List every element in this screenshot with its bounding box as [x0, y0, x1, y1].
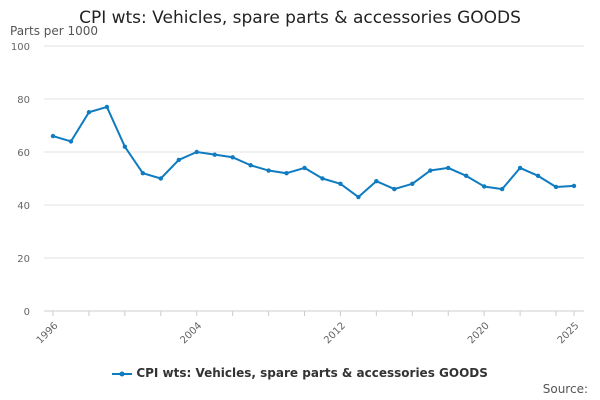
y-tick-label: 20 [17, 254, 30, 265]
legend[interactable]: CPI wts: Vehicles, spare parts & accesso… [0, 366, 600, 380]
data-point [428, 168, 433, 173]
source-label: Source: [542, 382, 588, 396]
legend-label: CPI wts: Vehicles, spare parts & accesso… [136, 366, 488, 380]
data-point [499, 186, 505, 192]
data-point [194, 149, 199, 155]
data-point [535, 173, 541, 179]
y-tick-label: 100 [11, 42, 30, 53]
data-point [553, 184, 559, 190]
data-point [104, 104, 110, 110]
data-point [338, 181, 343, 186]
data-point [140, 171, 146, 176]
data-point [122, 144, 128, 149]
data-point [571, 183, 577, 189]
y-axis-label: Parts per 1000 [10, 24, 99, 38]
x-tick-label: 2025 [556, 320, 582, 346]
y-tick-label: 0 [24, 307, 30, 318]
data-point [86, 110, 92, 115]
data-point [68, 139, 74, 144]
data-point [410, 181, 415, 186]
data-point [176, 157, 181, 163]
legend-marker-icon [112, 371, 133, 376]
y-tick-label: 80 [17, 95, 30, 106]
x-tick-label: 2012 [322, 320, 348, 346]
series-line [52, 105, 575, 199]
data-point [481, 184, 487, 189]
x-tick-label: 2004 [178, 320, 204, 346]
data-point [266, 168, 271, 173]
data-point [248, 163, 253, 168]
data-point [302, 165, 307, 171]
data-point [392, 186, 397, 192]
data-point [464, 173, 469, 179]
chart-title: CPI wts: Vehicles, spare parts & accesso… [79, 8, 521, 28]
x-tick-label: 1996 [35, 320, 61, 346]
data-point [374, 178, 379, 184]
y-tick-label: 40 [17, 201, 30, 212]
data-point [230, 155, 235, 160]
data-point [212, 152, 217, 157]
x-tick-label: 2020 [466, 320, 492, 346]
data-point [158, 176, 163, 181]
data-point [284, 171, 289, 176]
data-point [356, 194, 361, 200]
data-point [517, 165, 523, 171]
y-tick-label: 60 [17, 148, 30, 159]
data-point [50, 133, 56, 139]
data-point [320, 176, 325, 181]
data-point [446, 165, 451, 171]
